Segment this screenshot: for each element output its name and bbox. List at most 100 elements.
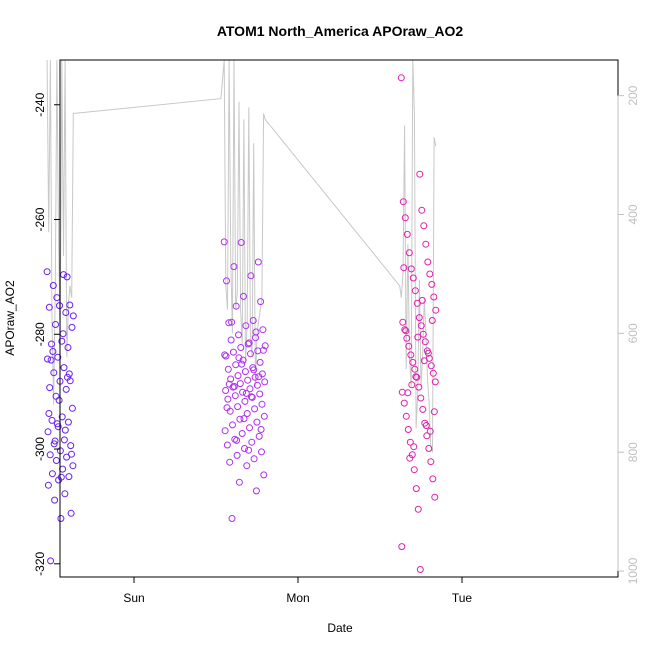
data-point [48,470,56,478]
data-point [231,392,239,400]
data-point [426,270,434,278]
data-point [228,318,236,326]
data-point [428,280,436,288]
data-point [67,509,75,517]
data-point [405,249,413,257]
data-point [237,239,245,246]
data-point [420,357,428,365]
data-point [408,381,416,389]
data-point [255,373,263,381]
y-axis-label: APOraw_AO2 [3,280,17,356]
data-point [238,430,246,437]
data-point [403,230,411,238]
data-point [422,240,430,248]
data-point [69,312,77,320]
data-point [62,385,70,393]
data-point [232,302,240,310]
data-point [243,410,251,417]
data-point [60,436,68,444]
data-point [411,365,419,373]
data-point [247,350,254,358]
data-point [230,263,238,271]
data-point [62,309,70,316]
data-point [427,458,435,466]
data-point [236,380,244,388]
data-point [431,493,439,501]
data-point [397,74,405,82]
y2-tick-label: 800 [626,442,640,462]
data-point [400,264,408,272]
data-point [260,412,268,420]
y2-tick-label: 200 [626,85,640,105]
data-point [228,515,236,522]
data-point [65,370,73,378]
data-point [426,427,434,435]
data-point [246,424,253,432]
data-point [233,451,241,459]
y-axis: -240 -260 -280 -300 -320 [33,92,61,576]
data-point [234,372,242,380]
data-point [410,466,418,474]
data-point [51,437,59,445]
data-point [223,277,230,285]
data-point [227,336,235,344]
data-point [238,360,246,368]
data-point [235,354,243,362]
data-point [231,435,239,443]
data-point [401,326,409,334]
series-line-group [46,59,437,453]
data-point [254,347,262,355]
data-point [418,206,426,214]
y2-tick-label: 600 [626,323,640,343]
data-point [222,352,230,360]
data-point [227,375,235,383]
data-point [414,333,422,341]
data-point [416,566,424,573]
data-point [258,400,266,408]
chart-title: ATOM1 North_America APOraw_AO2 [217,23,464,39]
data-point [44,355,51,363]
data-point [249,317,257,324]
data-point [57,473,65,481]
data-point [239,356,247,364]
data-point [241,368,249,376]
data-point [61,490,69,498]
data-point [49,282,57,289]
data-point [68,450,75,458]
y-tick-label: -320 [33,551,47,575]
data-point [399,198,407,206]
data-point [242,389,250,397]
data-point [255,432,263,440]
data-point [425,445,433,452]
data-point [66,301,74,309]
data-point [432,306,440,314]
data-point [430,408,438,416]
data-point [52,457,60,464]
data-point [406,454,414,462]
data-point [253,418,261,426]
data-point [245,339,253,347]
data-point [237,344,245,351]
data-point [250,366,258,374]
data-point [67,442,75,450]
data-point [423,432,431,440]
data-point [424,349,432,357]
data-point [221,351,229,359]
data-point [46,451,54,459]
data-point [240,292,247,300]
y2-tick-label: 1000 [626,557,640,584]
data-point [431,378,439,386]
data-point [410,443,418,451]
data-point [416,170,424,178]
data-point [422,422,430,429]
data-point [241,445,248,452]
data-point [258,448,265,456]
x-tick-label: Tue [452,591,473,605]
data-point [252,487,260,495]
data-point [251,373,259,381]
y-tick-label: -280 [33,322,47,346]
data-point [224,395,232,403]
data-point [229,421,236,429]
data-point [261,378,269,386]
x-axis: Sun Mon Tue [123,576,473,605]
